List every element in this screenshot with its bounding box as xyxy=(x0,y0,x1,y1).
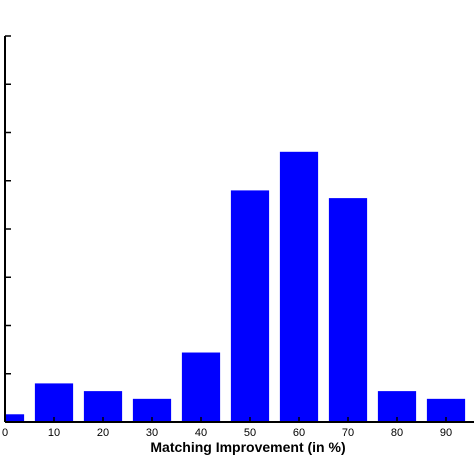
bar-40 xyxy=(181,352,221,422)
bar-0 xyxy=(5,414,25,422)
bar-20 xyxy=(83,391,123,422)
bar-50 xyxy=(230,190,270,422)
x-tick-label-50: 50 xyxy=(244,427,256,439)
x-tick-label-30: 30 xyxy=(146,427,158,439)
bar-80 xyxy=(377,391,417,422)
x-tick-label-40: 40 xyxy=(195,427,207,439)
x-tick-label-70: 70 xyxy=(342,427,354,439)
bars-group xyxy=(5,151,466,423)
bar-10 xyxy=(34,383,74,422)
bar-70 xyxy=(328,198,368,422)
x-tick-label-90: 90 xyxy=(440,427,452,439)
x-tick-label-10: 10 xyxy=(48,427,60,439)
bar-60 xyxy=(279,151,319,423)
x-tick-label-0: 0 xyxy=(2,427,8,439)
x-ticks-group: 0 10 20 30 40 50 60 70 80 90 xyxy=(2,417,452,439)
bar-90 xyxy=(426,398,466,422)
bar-30 xyxy=(132,398,172,422)
x-axis-title: Matching Improvement (in %) xyxy=(150,439,345,455)
x-tick-label-80: 80 xyxy=(391,427,403,439)
x-tick-label-20: 20 xyxy=(97,427,109,439)
x-tick-label-60: 60 xyxy=(293,427,305,439)
